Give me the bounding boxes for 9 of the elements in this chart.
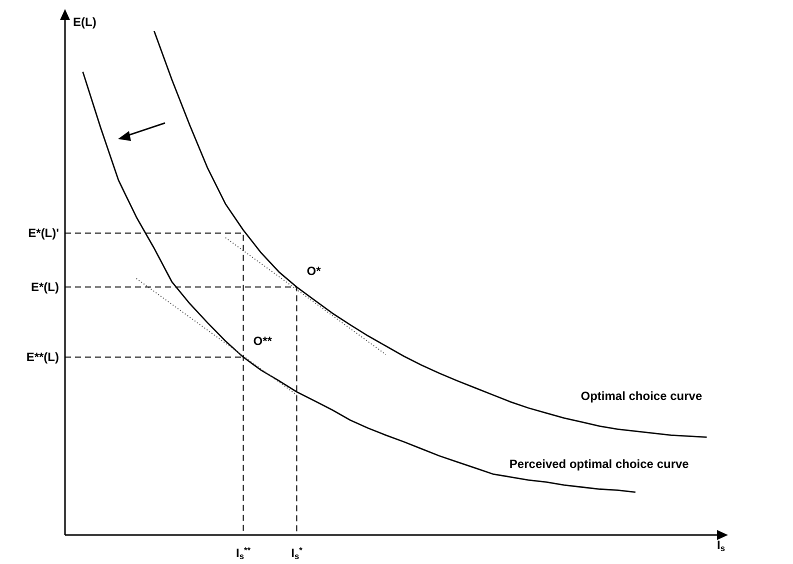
y-axis-title: E(L) [73,15,96,29]
series-label: E*(L) [31,280,59,294]
annotation: O** [253,334,272,348]
annotation: O* [306,264,322,278]
series-label: E**(L) [26,350,59,364]
series-label: Optimal choice curve [580,389,702,404]
series-label: E*(L)' [28,226,60,240]
x-axis-title: I$_{s}$ [716,538,726,554]
series-label: Perceived optimal choice curve [509,457,690,472]
